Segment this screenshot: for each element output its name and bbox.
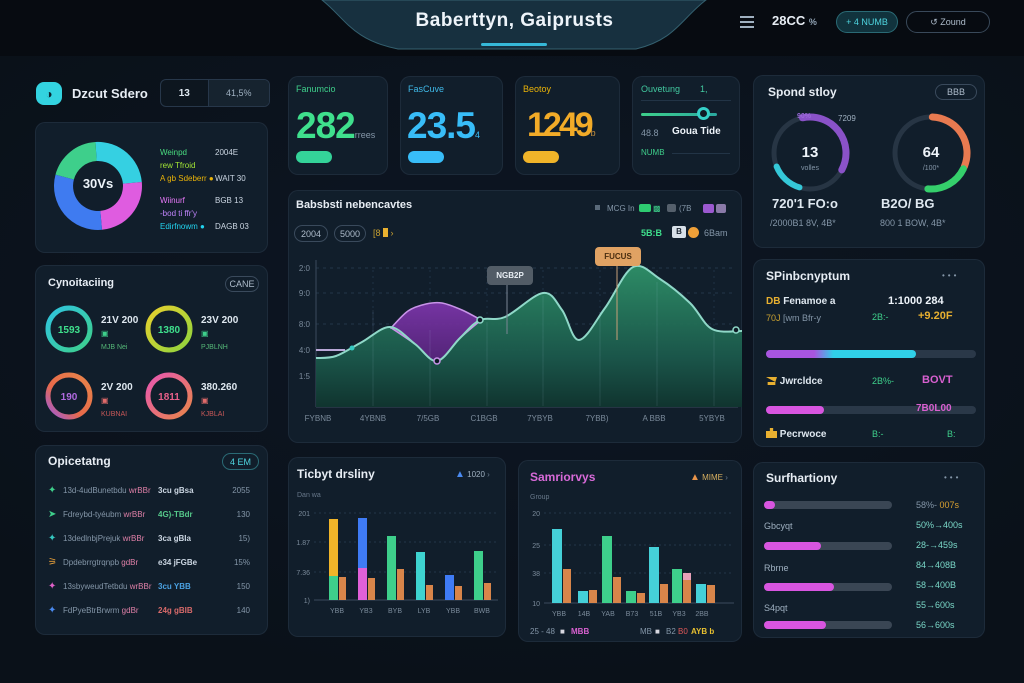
svg-text:720'1 FO:o: 720'1 FO:o: [772, 196, 838, 211]
svg-text:KUBNAI: KUBNAI: [101, 411, 127, 418]
svg-text:800 1 BOW, 4B*: 800 1 BOW, 4B*: [880, 218, 946, 228]
svg-text:MB: MB: [640, 627, 652, 636]
svg-text:4:0: 4:0: [299, 346, 311, 355]
svg-text:▣: ▣: [101, 329, 109, 338]
svg-text:B2: B2: [666, 627, 676, 636]
svg-text:BYB: BYB: [388, 608, 402, 615]
svg-text:1811: 1811: [158, 392, 180, 403]
svg-text:90%: 90%: [797, 113, 812, 120]
svg-text:1): 1): [304, 598, 310, 605]
svg-text:7YBYB: 7YBYB: [527, 414, 553, 423]
svg-text:64: 64: [923, 144, 940, 161]
svg-text:7.36: 7.36: [296, 570, 310, 577]
svg-text:1:5: 1:5: [299, 372, 311, 381]
svg-text:YBB: YBB: [446, 608, 460, 615]
svg-text:B2O/ BG: B2O/ BG: [881, 196, 934, 211]
svg-text:21V 200: 21V 200: [101, 315, 139, 326]
svg-text:9:0: 9:0: [299, 289, 311, 298]
svg-text:20: 20: [532, 511, 540, 518]
svg-text:201: 201: [298, 511, 310, 518]
svg-text:▣: ▣: [101, 396, 109, 405]
svg-text:/100*: /100*: [923, 165, 940, 172]
svg-text:7YBB): 7YBB): [585, 414, 608, 423]
svg-text:■: ■: [655, 627, 660, 636]
svg-text:1380: 1380: [158, 325, 181, 336]
svg-text:8:0: 8:0: [299, 320, 311, 329]
svg-text:C1BGB: C1BGB: [470, 414, 497, 423]
svg-text:▣: ▣: [201, 329, 209, 338]
svg-text:A BBB: A BBB: [642, 414, 665, 423]
svg-text:5YBYB: 5YBYB: [699, 414, 725, 423]
svg-text:7209: 7209: [838, 114, 856, 123]
svg-text:25: 25: [532, 543, 540, 550]
svg-text:1.87: 1.87: [296, 540, 310, 547]
svg-text:■: ■: [560, 627, 565, 636]
svg-text:B0: B0: [678, 627, 688, 636]
svg-text:MJB Nei: MJB Nei: [101, 344, 128, 351]
svg-text:YB3: YB3: [359, 608, 372, 615]
svg-text:14B: 14B: [578, 611, 591, 618]
svg-text:10: 10: [532, 601, 540, 608]
svg-text:1593: 1593: [58, 325, 81, 336]
svg-text:LYB: LYB: [418, 608, 431, 615]
svg-text:51B: 51B: [650, 611, 663, 618]
svg-text:BWB: BWB: [474, 608, 490, 615]
svg-text:4YBNB: 4YBNB: [360, 414, 386, 423]
svg-text:B73: B73: [626, 611, 639, 618]
svg-text:KJBLAI: KJBLAI: [201, 411, 224, 418]
svg-text:FYBNB: FYBNB: [305, 414, 332, 423]
svg-text:2:0: 2:0: [299, 264, 311, 273]
svg-text:AYB b: AYB b: [691, 627, 714, 636]
svg-text:volles: volles: [801, 165, 819, 172]
svg-text:13: 13: [802, 144, 819, 161]
svg-text:/2000B1 8V, 4B*: /2000B1 8V, 4B*: [770, 218, 836, 228]
svg-text:190: 190: [61, 392, 78, 403]
svg-text:PJBLNH: PJBLNH: [201, 344, 228, 351]
svg-text:38: 38: [532, 571, 540, 578]
svg-text:YAB: YAB: [601, 611, 615, 618]
svg-text:YB3: YB3: [672, 611, 685, 618]
svg-text:MBB: MBB: [571, 627, 589, 636]
svg-text:YBB: YBB: [330, 608, 344, 615]
svg-text:23V 200: 23V 200: [201, 315, 239, 326]
svg-text:25 - 48: 25 - 48: [530, 627, 555, 636]
svg-text:380.260: 380.260: [201, 382, 238, 393]
svg-text:2BB: 2BB: [695, 611, 709, 618]
svg-text:YBB: YBB: [552, 611, 566, 618]
svg-text:2V 200: 2V 200: [101, 382, 133, 393]
svg-text:▣: ▣: [201, 396, 209, 405]
svg-text:7/5GB: 7/5GB: [417, 414, 440, 423]
